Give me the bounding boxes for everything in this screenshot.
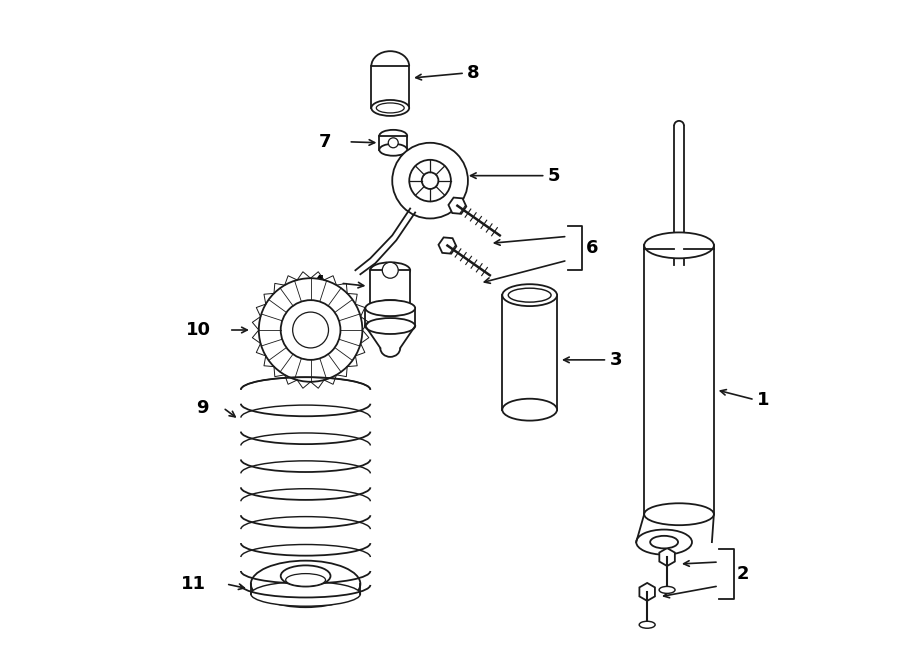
Circle shape — [392, 143, 468, 218]
Bar — [502, 295, 557, 410]
Ellipse shape — [644, 503, 714, 525]
Text: 2: 2 — [737, 565, 750, 583]
Ellipse shape — [379, 144, 407, 156]
Ellipse shape — [251, 582, 360, 606]
Circle shape — [382, 262, 398, 278]
Circle shape — [281, 300, 340, 360]
Bar — [372, 66, 410, 108]
Ellipse shape — [372, 100, 410, 116]
Text: 3: 3 — [609, 351, 622, 369]
Ellipse shape — [285, 573, 326, 587]
Ellipse shape — [376, 103, 404, 113]
Ellipse shape — [251, 561, 360, 607]
Polygon shape — [660, 548, 675, 566]
Ellipse shape — [365, 318, 415, 334]
Ellipse shape — [650, 536, 678, 548]
Circle shape — [422, 172, 438, 189]
Text: 5: 5 — [547, 167, 560, 185]
Polygon shape — [448, 197, 466, 214]
Polygon shape — [639, 583, 655, 601]
Ellipse shape — [365, 300, 415, 316]
Polygon shape — [438, 238, 456, 254]
Ellipse shape — [644, 232, 714, 258]
Text: 4: 4 — [312, 274, 325, 292]
Circle shape — [259, 278, 363, 382]
Ellipse shape — [370, 262, 410, 278]
Circle shape — [292, 312, 328, 348]
Circle shape — [388, 138, 398, 148]
Ellipse shape — [636, 530, 692, 555]
Text: 1: 1 — [757, 391, 770, 408]
Ellipse shape — [502, 399, 557, 420]
Ellipse shape — [508, 288, 551, 302]
Circle shape — [410, 160, 451, 201]
Text: 10: 10 — [186, 321, 211, 339]
Bar — [379, 136, 407, 150]
Ellipse shape — [370, 300, 410, 316]
Text: 8: 8 — [467, 64, 480, 82]
Text: 7: 7 — [319, 133, 331, 151]
Ellipse shape — [639, 621, 655, 628]
Ellipse shape — [659, 587, 675, 593]
Text: 11: 11 — [181, 575, 206, 593]
Bar — [365, 308, 415, 326]
Ellipse shape — [281, 565, 330, 587]
Bar — [370, 270, 410, 308]
Ellipse shape — [502, 284, 557, 306]
Ellipse shape — [379, 130, 407, 142]
Text: 6: 6 — [585, 240, 598, 258]
Text: 9: 9 — [196, 399, 209, 416]
